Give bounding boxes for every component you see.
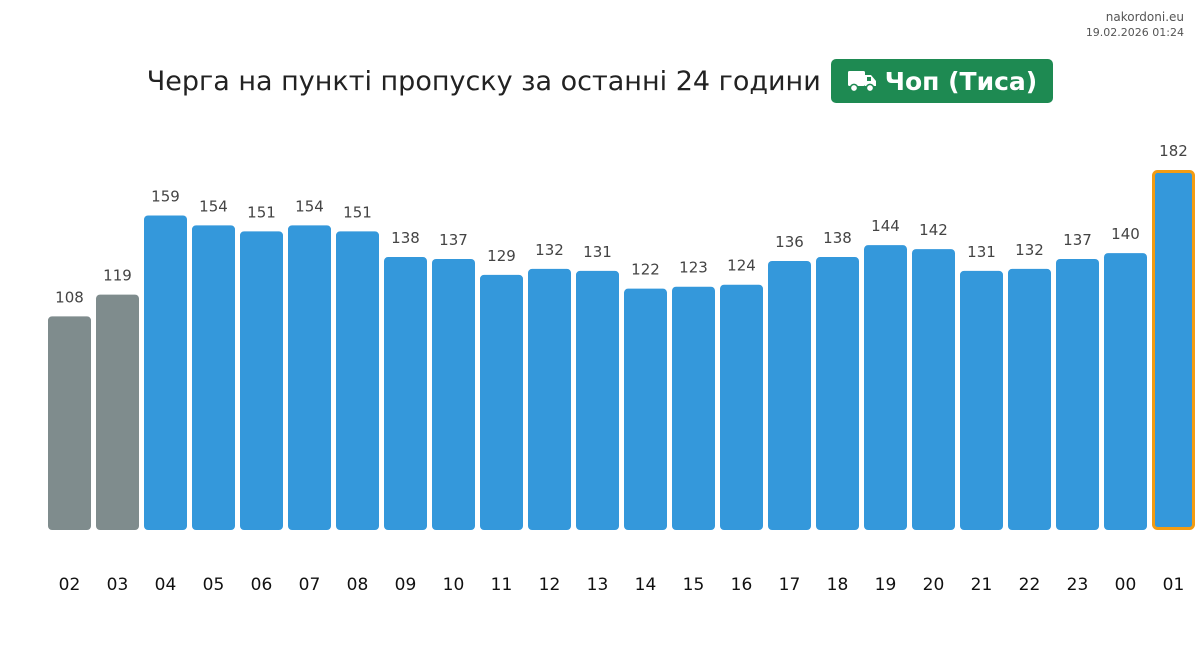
- value-label-14: 122: [631, 261, 660, 279]
- value-label-23: 137: [1063, 231, 1092, 249]
- x-tick-03: 03: [107, 575, 129, 595]
- bar-16: [720, 284, 763, 530]
- x-tick-16: 16: [731, 575, 753, 595]
- value-label-01: 182: [1159, 142, 1188, 160]
- truck-icon: [847, 69, 877, 93]
- x-tick-08: 08: [347, 575, 369, 595]
- value-label-12: 132: [535, 241, 564, 259]
- x-tick-02: 02: [59, 575, 81, 595]
- bar-20: [912, 249, 955, 530]
- x-tick-04: 04: [155, 575, 177, 595]
- bar-21: [960, 270, 1003, 530]
- bar-17: [768, 260, 811, 530]
- x-tick-05: 05: [203, 575, 225, 595]
- x-tick-23: 23: [1067, 575, 1089, 595]
- x-tick-14: 14: [635, 575, 657, 595]
- value-label-08: 151: [343, 203, 372, 221]
- value-label-16: 124: [727, 257, 756, 275]
- badge-label: Чоп (Тиса): [884, 66, 1038, 96]
- value-label-11: 129: [487, 247, 516, 265]
- bar-05: [192, 225, 235, 530]
- bar-06: [240, 231, 283, 531]
- x-tick-06: 06: [251, 575, 273, 595]
- x-tick-13: 13: [587, 575, 609, 595]
- value-label-17: 136: [775, 233, 804, 251]
- source-site: nakordoni.eu: [1105, 10, 1184, 24]
- x-tick-21: 21: [971, 575, 993, 595]
- bar-11: [480, 274, 523, 530]
- value-label-07: 154: [295, 197, 324, 215]
- source-info: nakordoni.eu 19.02.2026 01:24: [1086, 10, 1184, 40]
- x-tick-19: 19: [875, 575, 897, 595]
- value-label-09: 138: [391, 229, 420, 247]
- value-label-20: 142: [919, 221, 948, 239]
- checkpoint-badge: Чоп (Тиса): [830, 59, 1054, 103]
- bar-07: [288, 225, 331, 530]
- x-tick-12: 12: [539, 575, 561, 595]
- value-label-06: 151: [247, 203, 276, 221]
- bar-10: [432, 259, 475, 530]
- bar-19: [864, 245, 907, 530]
- bar-23: [1056, 259, 1099, 530]
- value-label-18: 138: [823, 229, 852, 247]
- bar-18: [816, 257, 859, 530]
- value-label-15: 123: [679, 259, 708, 277]
- value-label-22: 132: [1015, 241, 1044, 259]
- value-label-03: 119: [103, 267, 132, 285]
- value-label-02: 108: [55, 288, 84, 306]
- value-label-05: 154: [199, 197, 228, 215]
- x-tick-17: 17: [779, 575, 801, 595]
- x-tick-18: 18: [827, 575, 849, 595]
- bar-12: [528, 268, 571, 530]
- bar-01: [1152, 170, 1195, 530]
- x-tick-07: 07: [299, 575, 321, 595]
- x-tick-15: 15: [683, 575, 705, 595]
- bar-22: [1008, 268, 1051, 530]
- value-label-21: 131: [967, 243, 996, 261]
- x-tick-09: 09: [395, 575, 417, 595]
- x-tick-00: 00: [1115, 575, 1137, 595]
- value-label-04: 159: [151, 187, 180, 205]
- chart-header: Черга на пункті пропуску за останні 24 г…: [0, 59, 1200, 103]
- bar-08: [336, 231, 379, 531]
- chart-title: Черга на пункті пропуску за останні 24 г…: [146, 65, 821, 97]
- bar-09: [384, 257, 427, 530]
- value-label-19: 144: [871, 217, 900, 235]
- bar-02: [48, 316, 91, 530]
- value-label-13: 131: [583, 243, 612, 261]
- x-tick-22: 22: [1019, 575, 1041, 595]
- value-label-00: 140: [1111, 225, 1140, 243]
- x-tick-20: 20: [923, 575, 945, 595]
- bar-04: [144, 215, 187, 530]
- bar-13: [576, 270, 619, 530]
- bar-15: [672, 286, 715, 530]
- source-timestamp: 19.02.2026 01:24: [1085, 26, 1184, 39]
- bar-14: [624, 288, 667, 530]
- x-tick-11: 11: [491, 575, 513, 595]
- bar-00: [1104, 253, 1147, 531]
- bar-03: [96, 294, 139, 530]
- value-label-10: 137: [439, 231, 468, 249]
- x-tick-10: 10: [443, 575, 465, 595]
- x-tick-01: 01: [1163, 575, 1185, 595]
